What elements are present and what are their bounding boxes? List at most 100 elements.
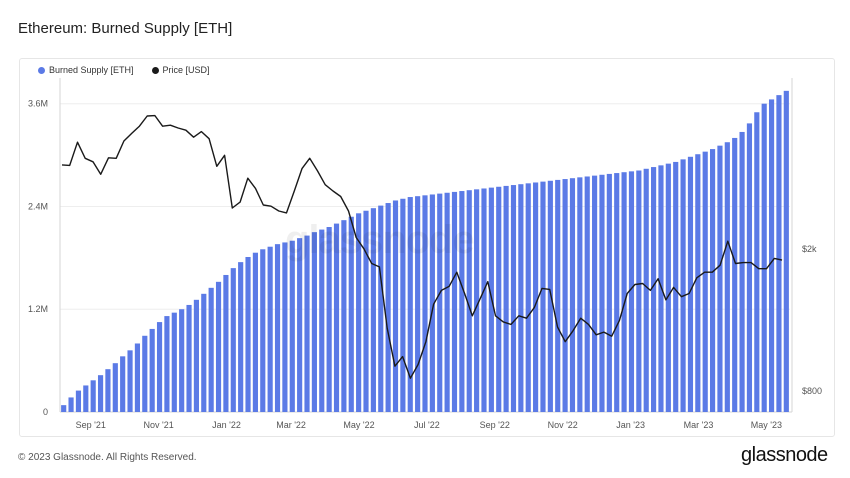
bar-35 (319, 229, 325, 412)
bar-11 (142, 335, 148, 412)
bar-34 (311, 232, 317, 412)
watermark: glassnode (285, 218, 475, 262)
y-left-tick-3: 3.6M (28, 99, 48, 109)
bar-65 (540, 181, 546, 412)
bar-20 (208, 287, 214, 412)
bar-10 (134, 343, 141, 412)
bar-1 (68, 397, 74, 412)
legend-swatch-price (151, 66, 159, 74)
bar-69 (569, 178, 576, 412)
bar-5 (97, 375, 104, 412)
bar-22 (223, 274, 229, 412)
bar-54 (459, 191, 465, 412)
price-line (61, 114, 783, 379)
x-tick-7: Nov '22 (548, 420, 578, 430)
x-tick-6: Sep '22 (480, 420, 510, 430)
x-tick-1: Nov '21 (144, 420, 174, 430)
x-tick-10: May '23 (751, 420, 782, 430)
bar-47 (407, 197, 413, 412)
bar-77 (628, 171, 635, 412)
bar-26 (252, 252, 258, 412)
bar-98 (783, 90, 789, 412)
bar-61 (510, 185, 517, 412)
bar-19 (201, 293, 207, 412)
legend-item-price[interactable]: Price [USD] (151, 65, 210, 75)
bar-15 (171, 312, 177, 412)
bar-92 (739, 131, 745, 412)
bar-48 (415, 196, 421, 412)
bar-25 (245, 256, 251, 412)
bar-30 (282, 242, 288, 412)
x-tick-9: Mar '23 (684, 420, 714, 430)
x-tick-8: Jan '23 (616, 420, 645, 430)
bar-95 (761, 103, 767, 412)
bar-70 (577, 177, 583, 412)
x-tick-0: Sep '21 (76, 420, 106, 430)
legend-label-price: Price [USD] (162, 65, 210, 75)
bar-67 (555, 179, 561, 412)
y-left-tick-0: 0 (43, 407, 48, 417)
bar-93 (746, 123, 753, 412)
chart-title: Ethereum: Burned Supply [ETH] (18, 20, 233, 37)
bar-79 (643, 168, 649, 412)
bar-87 (702, 151, 708, 412)
bar-62 (518, 184, 524, 412)
bar-53 (451, 191, 458, 412)
bar-82 (665, 163, 671, 412)
bar-17 (186, 304, 192, 412)
bar-0 (61, 405, 67, 412)
bar-81 (658, 165, 664, 412)
bar-24 (238, 262, 244, 412)
bar-29 (274, 244, 281, 412)
bar-37 (333, 223, 340, 412)
bar-44 (385, 203, 391, 412)
x-tick-3: Mar '22 (276, 420, 306, 430)
bar-52 (444, 192, 450, 412)
bar-64 (533, 182, 539, 412)
bar-23 (230, 268, 236, 412)
bar-86 (695, 154, 701, 412)
bar-12 (149, 328, 155, 412)
bar-51 (437, 193, 443, 412)
bar-56 (474, 189, 480, 412)
bar-91 (732, 137, 738, 412)
bar-43 (378, 205, 384, 412)
bar-33 (304, 235, 310, 412)
bar-21 (215, 281, 222, 412)
bar-27 (260, 249, 266, 412)
bar-45 (392, 200, 399, 412)
y-left-tick-2: 2.4M (28, 201, 48, 211)
legend-item-burned-supply[interactable]: Burned Supply [ETH] (38, 65, 134, 75)
bar-85 (687, 156, 694, 412)
bar-90 (724, 142, 730, 412)
bar-18 (193, 299, 199, 412)
legend-label-burned-supply: Burned Supply [ETH] (49, 65, 134, 75)
x-tick-4: May '22 (343, 420, 374, 430)
bar-97 (776, 95, 782, 412)
bar-38 (341, 220, 347, 412)
bar-78 (636, 170, 642, 412)
bar-14 (164, 316, 170, 412)
bar-63 (525, 183, 531, 412)
bar-80 (651, 167, 657, 412)
bar-50 (429, 194, 435, 412)
y-left-tick-1: 1.2M (28, 304, 48, 314)
copyright-text: © 2023 Glassnode. All Rights Reserved. (18, 452, 197, 463)
bar-39 (348, 216, 354, 412)
bar-46 (400, 198, 406, 412)
bar-3 (83, 385, 89, 412)
glassnode-logo: glassnode (741, 444, 828, 466)
bar-84 (680, 159, 686, 412)
x-tick-2: Jan '22 (212, 420, 241, 430)
bar-42 (370, 208, 376, 412)
bar-59 (496, 186, 502, 412)
bar-32 (297, 238, 303, 412)
bar-16 (179, 309, 185, 412)
bar-13 (156, 322, 163, 412)
bar-83 (673, 161, 679, 412)
bar-75 (614, 173, 620, 412)
bar-60 (503, 185, 509, 412)
bar-41 (363, 210, 369, 412)
